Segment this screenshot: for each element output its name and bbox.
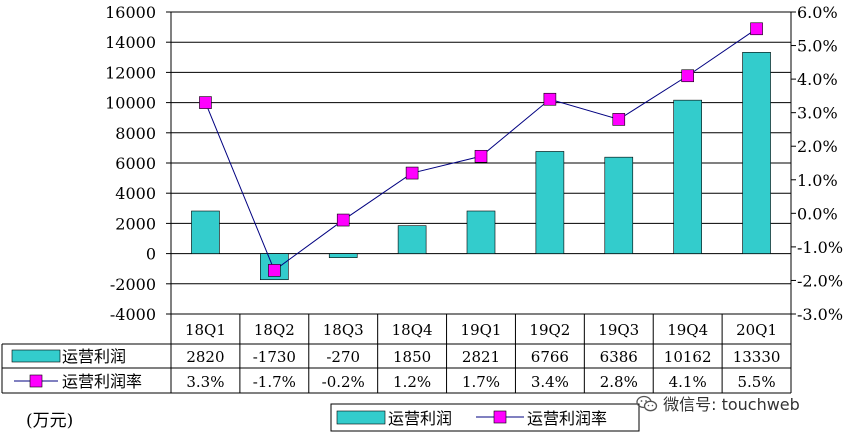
left-tick-label: 8000 [115,124,156,143]
line-value-label: -0.2% [322,373,365,391]
category-label: 19Q1 [461,321,502,339]
table-row-label: 运营利润 [62,347,126,366]
table-key-bar [11,349,61,363]
bar-value-label: -270 [326,348,360,366]
line-value-label: 4.1% [669,373,707,391]
line-point [750,22,763,36]
right-tick-label: 4.0% [797,70,838,89]
left-tick-label: 2000 [115,214,156,233]
category-label: 19Q3 [598,321,639,339]
line-point [681,69,694,83]
legend-label-bars: 运营利润 [388,409,452,428]
bar-value-label: 2820 [186,348,224,366]
left-tick-label: -2000 [110,275,156,294]
right-tick-label: -3.0% [797,305,843,324]
bar-value-label: 6386 [600,348,638,366]
bar-value-label: 13330 [733,348,781,366]
bar [191,210,220,254]
left-axis-tick-labels: 16000 14000 12000 10000 8000 6000 4000 2000 0 -20… [105,3,156,324]
right-tick-label: 3.0% [797,104,838,123]
line-value-label: -1.7% [253,373,296,391]
data-table: 18Q1 2820 3.3% 18Q2 -1730 -1.7% 18Q3 -270 -0.2% 1… [1,313,792,394]
category-label: 18Q2 [254,321,295,339]
line-value-label: 3.4% [531,373,569,391]
unit-label: (万元) [26,411,74,431]
bar [466,210,496,254]
right-axis-tick-labels: 6.0% 5.0% 4.0% 3.0% 2.0% 1.0% 0.0% -1.0% -2.0% -3… [797,3,843,324]
line-point [543,92,557,106]
line-series-operating-margin [199,22,763,277]
category-label: 18Q3 [323,321,364,339]
right-tick-label: -2.0% [797,271,843,290]
line-value-label: 1.7% [462,373,500,391]
line-value-label: 1.2% [393,373,431,391]
bar-value-label: 6766 [531,348,569,366]
left-tick-label: 10000 [105,94,156,113]
category-label: 18Q1 [185,321,226,339]
bar [397,225,427,254]
right-tick-label: 5.0% [797,37,838,56]
right-tick-label: 2.0% [797,137,838,156]
category-label: 19Q2 [529,321,570,339]
left-tick-label: 16000 [105,3,156,22]
legend-marker-swatch [493,410,507,424]
bar [328,253,358,258]
legend-bar-swatch [336,410,386,425]
right-tick-label: -1.0% [797,238,843,257]
left-tick-label: 0 [146,245,156,264]
right-tick-label: 1.0% [797,171,838,190]
line-point [474,149,488,163]
line-point [405,166,419,180]
right-tick-label: 6.0% [797,3,838,22]
line-value-label: 3.3% [186,373,224,391]
category-label: 18Q4 [392,321,433,339]
line-value-label: 5.5% [738,373,776,391]
left-tick-label: 4000 [115,184,156,203]
line-point [336,213,350,227]
line-point [612,113,626,126]
bar [742,52,771,254]
category-label: 20Q1 [736,321,777,339]
right-tick-label: 0.0% [797,204,838,223]
bar [673,99,702,254]
legend-label-line: 运营利润率 [527,409,607,428]
line-value-label: 2.8% [600,373,638,391]
bar-value-label: 1850 [393,348,431,366]
left-tick-label: 6000 [115,154,156,173]
bar [535,151,565,254]
bar-series-operating-profit [191,52,771,281]
bar [604,156,634,254]
left-tick-label: -4000 [110,305,156,324]
wechat-icon [636,395,658,412]
bar-value-label: 2821 [462,348,500,366]
watermark-text: 微信号: touchweb [663,395,800,414]
watermark: 微信号: touchweb [636,391,800,415]
bar-value-label: 10162 [664,348,712,366]
left-tick-label: 14000 [105,33,156,52]
line-point [199,96,212,109]
table-row-label: 运营利润率 [62,372,142,391]
table-key-marker [29,374,43,388]
left-tick-label: 12000 [105,63,156,82]
line-point [268,264,281,277]
legend: 运营利润 运营利润率 [330,403,640,432]
bar-value-label: -1730 [253,348,296,366]
category-label: 19Q4 [667,321,708,339]
